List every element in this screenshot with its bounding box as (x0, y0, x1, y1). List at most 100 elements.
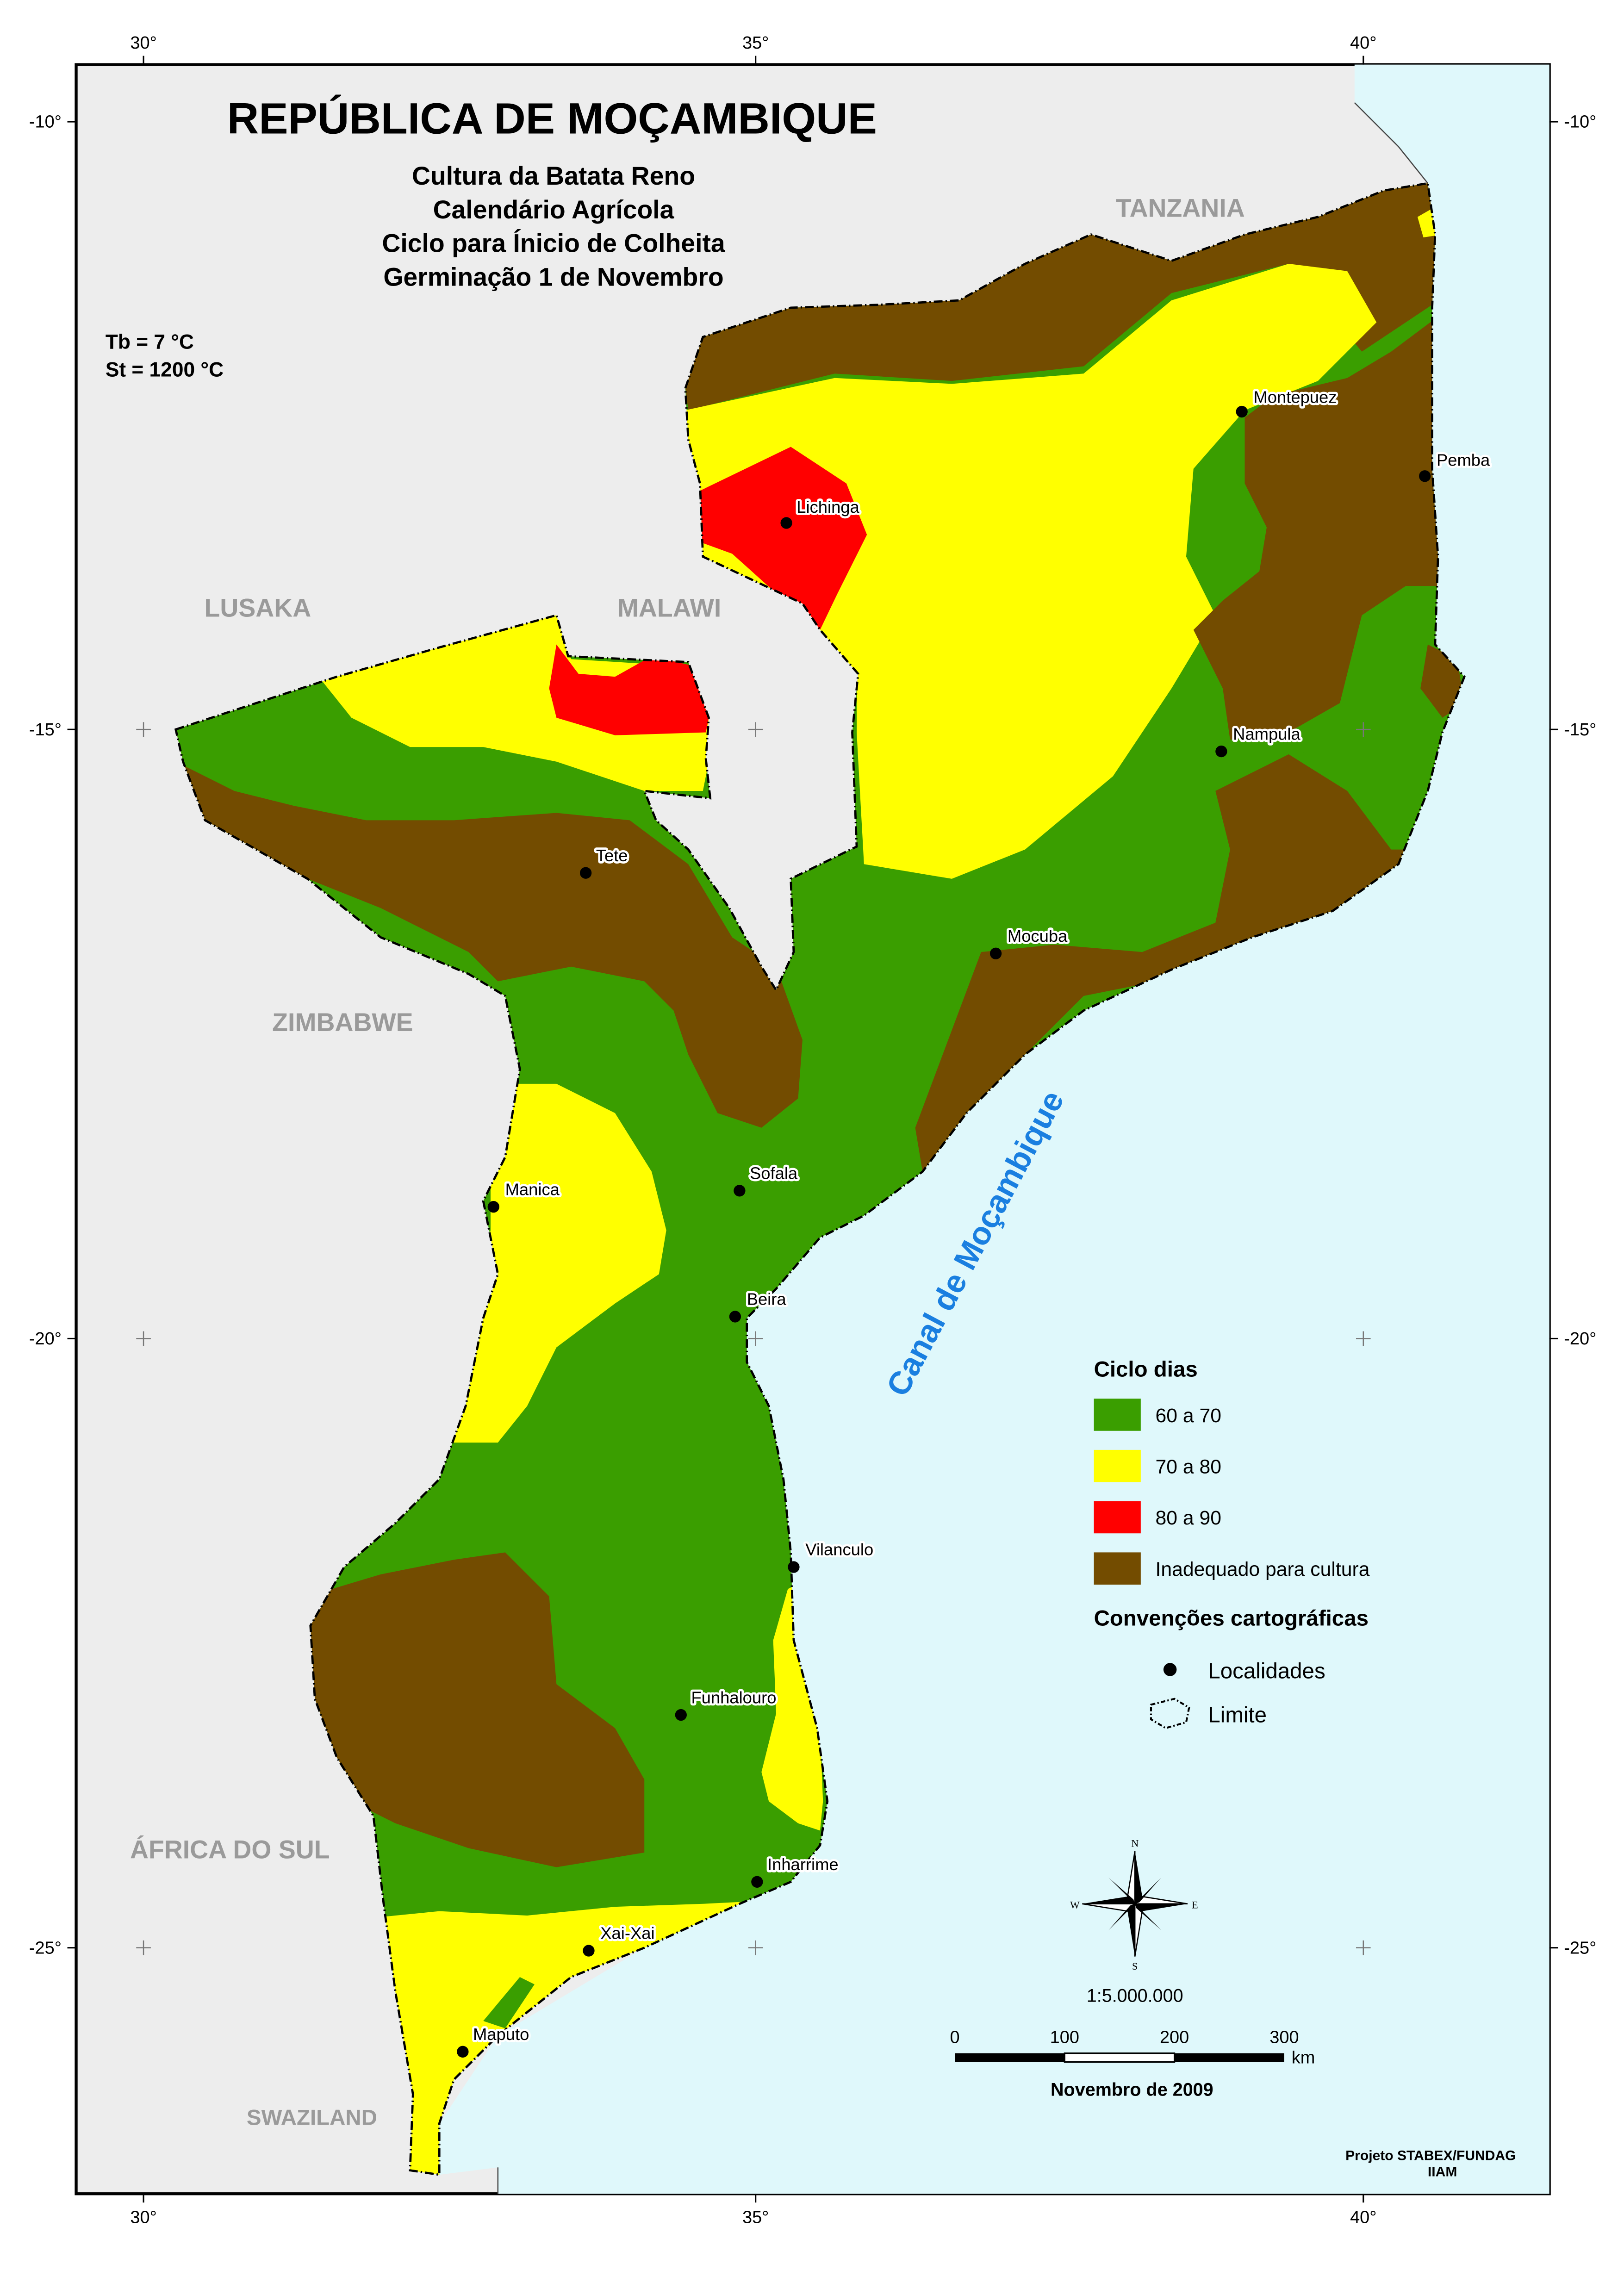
scale-ratio: 1:5.000.000 (1087, 1986, 1183, 2006)
map-title: REPÚBLICA DE MOÇAMBIQUE (227, 94, 877, 143)
legend-swatch-green (1094, 1399, 1141, 1431)
locality-dot-nampula (1215, 745, 1227, 758)
locality-dot-manica (487, 1200, 499, 1213)
scale-bar (955, 2052, 1284, 2063)
tick-bottom-35: 35° (742, 2208, 769, 2227)
locality-label-manica: Manica (505, 1180, 560, 1199)
convention-locality-label: Localidades (1208, 1659, 1325, 1683)
scale-tick-200: 200 (1160, 2028, 1189, 2047)
locality-dot-funhalouro (675, 1709, 687, 1721)
localities: Montepuez Pemba Lichinga Nampula Tete Mo… (457, 386, 1493, 2058)
label-zimbabwe: ZIMBABWE (272, 1008, 413, 1037)
locality-dot-mocuba (989, 947, 1002, 959)
country-limit (174, 182, 1466, 2176)
tick-top-40: 40° (1350, 33, 1376, 53)
legend-label-yellow: 70 a 80 (1155, 1456, 1221, 1478)
subtitle-line-2: Calendário Agrícola (433, 195, 675, 224)
scale-tick-0: 0 (950, 2028, 959, 2047)
tick-left-25: -25° (29, 1938, 62, 1958)
class-green-south-patch (483, 1977, 535, 2028)
label-swaziland: SWAZILAND (247, 2106, 377, 2130)
subtitle-line-3: Ciclo para Ínicio de Colheita (382, 229, 726, 258)
locality-dot-sofala (734, 1185, 746, 1197)
graticule-crosses (136, 722, 1371, 1955)
locality-dot-vilanculo (788, 1561, 800, 1573)
locality-label-tete: Tete (596, 846, 628, 865)
tick-top-30: 30° (130, 33, 156, 53)
label-malawi: MALAWI (617, 594, 721, 622)
locality-label-inharrime: Inharrime (767, 1855, 839, 1874)
frame-ticks (67, 56, 1558, 2203)
compass-s: S (1132, 1960, 1138, 1972)
param-st: St = 1200 °C (106, 359, 224, 381)
scale-tick-100: 100 (1050, 2028, 1079, 2047)
class-brown-tete (175, 761, 803, 1128)
compass-n: N (1131, 1837, 1139, 1849)
locality-dot-xai-xai (583, 1945, 595, 1957)
class-red-lichinga (700, 447, 867, 630)
tick-right-20: -20° (1564, 1329, 1596, 1349)
class-yellow-north (685, 263, 1377, 879)
param-tb: Tb = 7 °C (106, 330, 194, 353)
legend-swatch-red (1094, 1501, 1141, 1534)
compass-e: E (1192, 1899, 1198, 1910)
compass-rose: N S E W (1070, 1837, 1198, 1972)
subtitle-line-4: Germinação 1 de Novembro (383, 262, 723, 291)
locality-label-mocuba: Mocuba (1008, 927, 1068, 945)
legend-label-red: 80 a 90 (1155, 1507, 1221, 1529)
locality-dot-pemba (1419, 470, 1431, 482)
class-brown-northeast (1193, 307, 1450, 740)
legend-swatch-brown (1094, 1552, 1141, 1585)
label-tanzania: TANZANIA (1116, 194, 1245, 223)
tick-top-35: 35° (742, 33, 769, 53)
locality-dot-montepuez (1236, 405, 1248, 418)
legend-label-green: 60 a 70 (1155, 1405, 1221, 1427)
scale-unit: km (1292, 2048, 1315, 2068)
legend-label-brown: Inadequado para cultura (1155, 1558, 1369, 1580)
conventions-title: Convenções cartográficas (1094, 1606, 1369, 1631)
convention-locality-dot (1163, 1663, 1177, 1676)
class-brown-gaza (307, 1552, 645, 1867)
locality-label-xai-xai: Xai-Xai (600, 1924, 654, 1943)
locality-label-funhalouro: Funhalouro (691, 1688, 776, 1707)
compass-w: W (1070, 1899, 1080, 1910)
locality-label-vilanculo: Vilanculo (805, 1540, 873, 1559)
label-lusaka: LUSAKA (205, 594, 311, 622)
legend: Ciclo dias 60 a 70 70 a 80 80 a 90 Inade… (1094, 1357, 1370, 1729)
legend-title: Ciclo dias (1094, 1357, 1198, 1382)
locality-label-nampula: Nampula (1233, 724, 1300, 743)
indian-ocean (439, 64, 1549, 2194)
label-south-africa: ÁFRICA DO SUL (130, 1835, 330, 1864)
convention-limit-label: Limite (1208, 1703, 1267, 1727)
map-date: Novembro de 2009 (1051, 2079, 1213, 2100)
locality-dot-beira (729, 1311, 741, 1323)
locality-label-beira: Beira (747, 1290, 787, 1309)
tick-left-20: -20° (29, 1329, 62, 1349)
credit-line-2: IIAM (1428, 2164, 1457, 2179)
tick-left-15: -15° (29, 720, 62, 740)
class-red-tete (549, 644, 709, 735)
locality-label-pemba: Pemba (1437, 451, 1490, 470)
class-brown-zambezia (915, 754, 1450, 1172)
locality-label-sofala: Sofala (750, 1164, 798, 1183)
tick-right-10: -10° (1564, 112, 1596, 132)
tick-bottom-30: 30° (130, 2208, 156, 2227)
tick-right-15: -15° (1564, 720, 1596, 740)
credit-line-1: Projeto STABEX/FUNDAG (1345, 2148, 1516, 2163)
locality-label-maputo: Maputo (473, 2025, 529, 2044)
tick-bottom-40: 40° (1350, 2208, 1376, 2227)
convention-limit-symbol (1150, 1698, 1190, 1729)
tanzania-coast (1354, 102, 1428, 184)
scale-tick-300: 300 (1269, 2028, 1299, 2047)
locality-dot-tete (579, 867, 592, 879)
locality-dot-maputo (457, 2046, 469, 2058)
locality-dot-inharrime (751, 1876, 763, 1888)
subtitle-line-1: Cultura da Batata Reno (412, 162, 695, 190)
legend-swatch-yellow (1094, 1449, 1141, 1482)
locality-label-montepuez: Montepuez (1253, 388, 1337, 407)
locality-label-lichinga: Lichinga (796, 498, 859, 516)
locality-dot-lichinga (780, 517, 792, 529)
tick-left-10: -10° (29, 112, 62, 132)
tick-right-25: -25° (1564, 1938, 1596, 1958)
